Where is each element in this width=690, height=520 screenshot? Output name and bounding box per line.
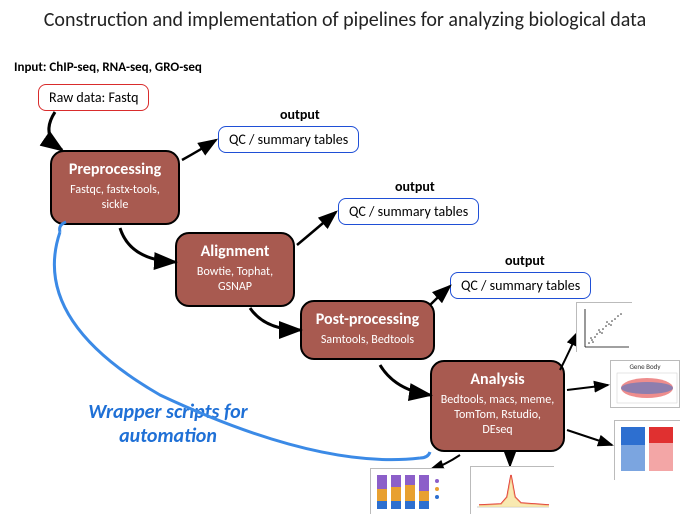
mini-chart-genebody: Gene Body: [610, 360, 680, 408]
flow-arrows: [0, 0, 690, 518]
mini-chart-scatter: [576, 302, 632, 352]
mini-chart-stackedbar: [370, 468, 444, 514]
mini-chart-heatmap: [614, 420, 680, 480]
mini-chart-peak: [470, 466, 554, 514]
mini-chart-title: Gene Body: [611, 361, 679, 371]
